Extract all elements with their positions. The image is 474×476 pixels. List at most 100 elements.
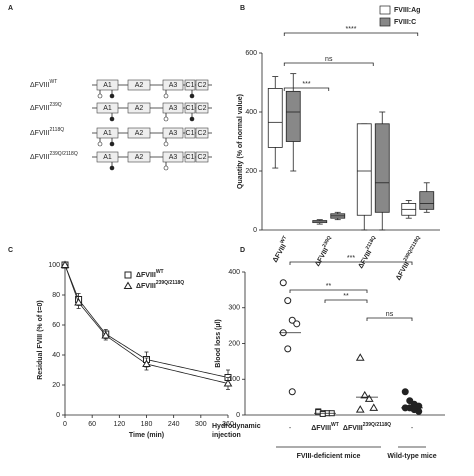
domain-label: C1 bbox=[186, 105, 195, 112]
domain bbox=[195, 151, 209, 163]
x-tick-label: 0 bbox=[63, 421, 67, 428]
data-point bbox=[415, 407, 423, 415]
domain bbox=[127, 102, 151, 114]
construct-label-sup: WT bbox=[49, 79, 57, 85]
construct-label-sup: 239Q bbox=[49, 102, 61, 108]
glyco-site bbox=[189, 116, 195, 122]
data-point bbox=[360, 390, 370, 399]
glyco-site bbox=[163, 93, 169, 99]
domain-label: C2 bbox=[198, 105, 207, 112]
box bbox=[356, 123, 372, 216]
domain bbox=[162, 102, 184, 114]
significance-label: *** bbox=[302, 81, 310, 88]
domain-label: C1 bbox=[186, 154, 195, 161]
significance-label: ns bbox=[386, 311, 394, 318]
significance-bracket bbox=[289, 261, 413, 265]
glyco-site bbox=[97, 93, 103, 99]
y-tick-label: 600 bbox=[245, 50, 257, 57]
row-label: Hydrodynamic bbox=[212, 423, 261, 430]
construct-label-base: ΔFVIII bbox=[30, 130, 50, 137]
domain bbox=[162, 79, 184, 91]
legend-label: ΔFVIII239Q/2118Q bbox=[136, 280, 184, 290]
domain bbox=[96, 127, 119, 139]
domain bbox=[96, 151, 119, 163]
construct-label-base: ΔFVIII bbox=[30, 82, 50, 89]
x-tick-label: ΔFVIIIWT bbox=[270, 235, 292, 264]
data-point bbox=[369, 403, 379, 411]
significance-bracket bbox=[324, 299, 368, 303]
glyco-site bbox=[97, 141, 103, 147]
legend-swatch bbox=[379, 5, 391, 15]
domain-label: C2 bbox=[198, 82, 207, 89]
mouse-group-label: FVIII-deficient mice bbox=[297, 453, 361, 460]
panel-label: A bbox=[8, 5, 13, 12]
legend-swatch bbox=[379, 17, 391, 27]
domain-label: C1 bbox=[186, 130, 195, 137]
domain bbox=[96, 102, 119, 114]
data-point bbox=[284, 345, 292, 353]
marker bbox=[123, 281, 133, 289]
data-point bbox=[319, 410, 326, 417]
x-tick-label: 120 bbox=[113, 421, 125, 428]
x-tick-label-base: ΔFVIII bbox=[357, 249, 373, 270]
y-tick-label: 20 bbox=[52, 382, 60, 389]
domain-label: A3 bbox=[169, 154, 178, 161]
domain-label: A1 bbox=[103, 130, 112, 137]
data-point bbox=[293, 320, 301, 328]
box bbox=[285, 90, 301, 142]
x-tick-label: ΔFVIII2118Q bbox=[355, 235, 381, 270]
glyco-site bbox=[109, 93, 115, 99]
group-label: - bbox=[411, 425, 414, 432]
row-label: injection bbox=[212, 432, 241, 439]
domain-label: A3 bbox=[169, 130, 178, 137]
glyco-site bbox=[109, 165, 115, 171]
significance-bracket bbox=[283, 87, 330, 91]
significance-bracket bbox=[289, 289, 368, 293]
domain bbox=[195, 102, 209, 114]
domain-label: A2 bbox=[135, 130, 144, 137]
y-tick-label: 400 bbox=[228, 269, 240, 276]
y-tick-label: 200 bbox=[228, 340, 240, 347]
domain-label: C2 bbox=[198, 154, 207, 161]
group-label: ΔFVIIIWT bbox=[311, 422, 339, 432]
marker bbox=[60, 260, 70, 268]
domain bbox=[184, 127, 196, 139]
data-point bbox=[364, 394, 374, 402]
x-tick-label-base: ΔFVIII bbox=[272, 243, 288, 264]
legend-label-sup: WT bbox=[156, 269, 164, 275]
significance-label: ns bbox=[325, 56, 333, 63]
x-tick-label: ΔFVIII239Q/2118Q bbox=[393, 235, 425, 282]
panel-label: D bbox=[240, 247, 245, 254]
data-point bbox=[355, 405, 365, 413]
x-tick-label-base: ΔFVIII bbox=[395, 261, 411, 282]
data-point bbox=[401, 388, 409, 396]
marker bbox=[223, 379, 233, 387]
construct-label-sup: 2118Q bbox=[49, 127, 64, 133]
construct-label-base: ΔFVIII bbox=[30, 105, 50, 112]
domain bbox=[127, 127, 151, 139]
y-tick-label: 300 bbox=[228, 305, 240, 312]
x-tick-label: ΔFVIII239Q bbox=[312, 235, 336, 268]
data-point bbox=[288, 316, 296, 324]
significance-label: ** bbox=[343, 293, 349, 300]
y-tick-label: 0 bbox=[253, 227, 257, 234]
x-axis-label: Time (min) bbox=[129, 432, 164, 439]
domain bbox=[195, 79, 209, 91]
domain bbox=[184, 79, 196, 91]
domain bbox=[184, 102, 196, 114]
domain-label: A3 bbox=[169, 105, 178, 112]
legend-label: FVIII:C bbox=[394, 19, 416, 26]
data-point bbox=[279, 279, 287, 287]
marker bbox=[101, 331, 111, 339]
x-tick-label-base: ΔFVIII bbox=[314, 247, 330, 268]
significance-label: **** bbox=[346, 26, 357, 33]
marker bbox=[74, 298, 83, 306]
legend-label: FVIII:Ag bbox=[394, 7, 420, 14]
y-tick-label: 0 bbox=[56, 412, 60, 419]
glyco-site bbox=[189, 93, 195, 99]
legend-label-base: ΔFVIII bbox=[136, 283, 156, 290]
glyco-site bbox=[109, 116, 115, 122]
construct-label: ΔFVIIIWT bbox=[30, 79, 57, 89]
glyco-site bbox=[109, 141, 115, 147]
x-tick-label: 240 bbox=[168, 421, 180, 428]
